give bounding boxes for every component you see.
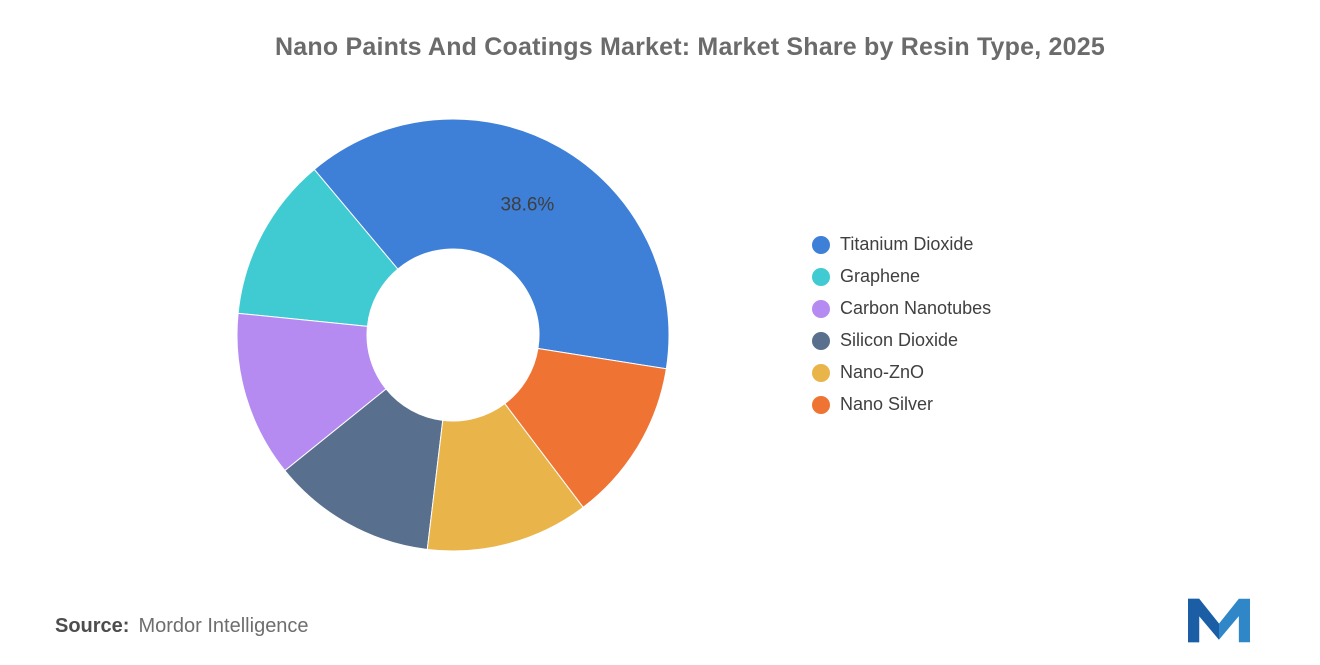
legend-label-nano-zno: Nano-ZnO [840,362,925,382]
legend-label-carbon-nanotubes: Carbon Nanotubes [840,298,992,318]
legend-item-nano-zno[interactable]: Nano-ZnO [812,362,991,383]
pie-slice-nano-silver[interactable] [504,347,667,509]
legend-swatch-titanium-dioxide [812,235,830,254]
legend-label-nano-silver: Nano Silver [840,394,934,414]
legend-item-graphene[interactable]: Graphene [812,266,991,287]
legend-item-nano-silver[interactable]: Nano Silver [812,394,991,415]
legend-swatch-nano-zno [812,363,830,382]
mordor-intelligence-logo [1188,598,1250,643]
source-line: Source: Mordor Intelligence [55,615,309,638]
legend-label-graphene: Graphene [840,266,921,286]
legend-item-silicon-dioxide[interactable]: Silicon Dioxide [812,330,991,351]
source-label: Source: [55,615,130,637]
legend-swatch-nano-silver [812,395,830,414]
pie-slice-graphene[interactable] [237,168,399,327]
logo-m-dark-part [1188,598,1219,643]
legend-label-titanium-dioxide: Titanium Dioxide [840,234,974,254]
legend-item-carbon-nanotubes[interactable]: Carbon Nanotubes [812,298,991,319]
pie-slice-silicon-dioxide[interactable] [284,388,444,551]
pie-slice-titanium-dioxide[interactable] [313,118,670,370]
legend-label-silicon-dioxide: Silicon Dioxide [840,330,959,350]
source-value: Mordor Intelligence [138,615,309,637]
legend-swatch-graphene [812,267,830,286]
legend-swatch-silicon-dioxide [812,331,830,350]
chart-title: Nano Paints And Coatings Market: Market … [275,33,1105,61]
pie-slice-nano-zno[interactable] [426,402,584,552]
pie-slice-carbon-nanotubes[interactable] [236,312,387,472]
pie-data-label-titanium-dioxide: 38.6% [500,195,554,216]
legend-item-titanium-dioxide[interactable]: Titanium Dioxide [812,234,991,255]
chart-legend: Titanium Dioxide Graphene Carbon Nanotubes… [812,234,991,426]
legend-swatch-carbon-nanotubes [812,299,830,318]
